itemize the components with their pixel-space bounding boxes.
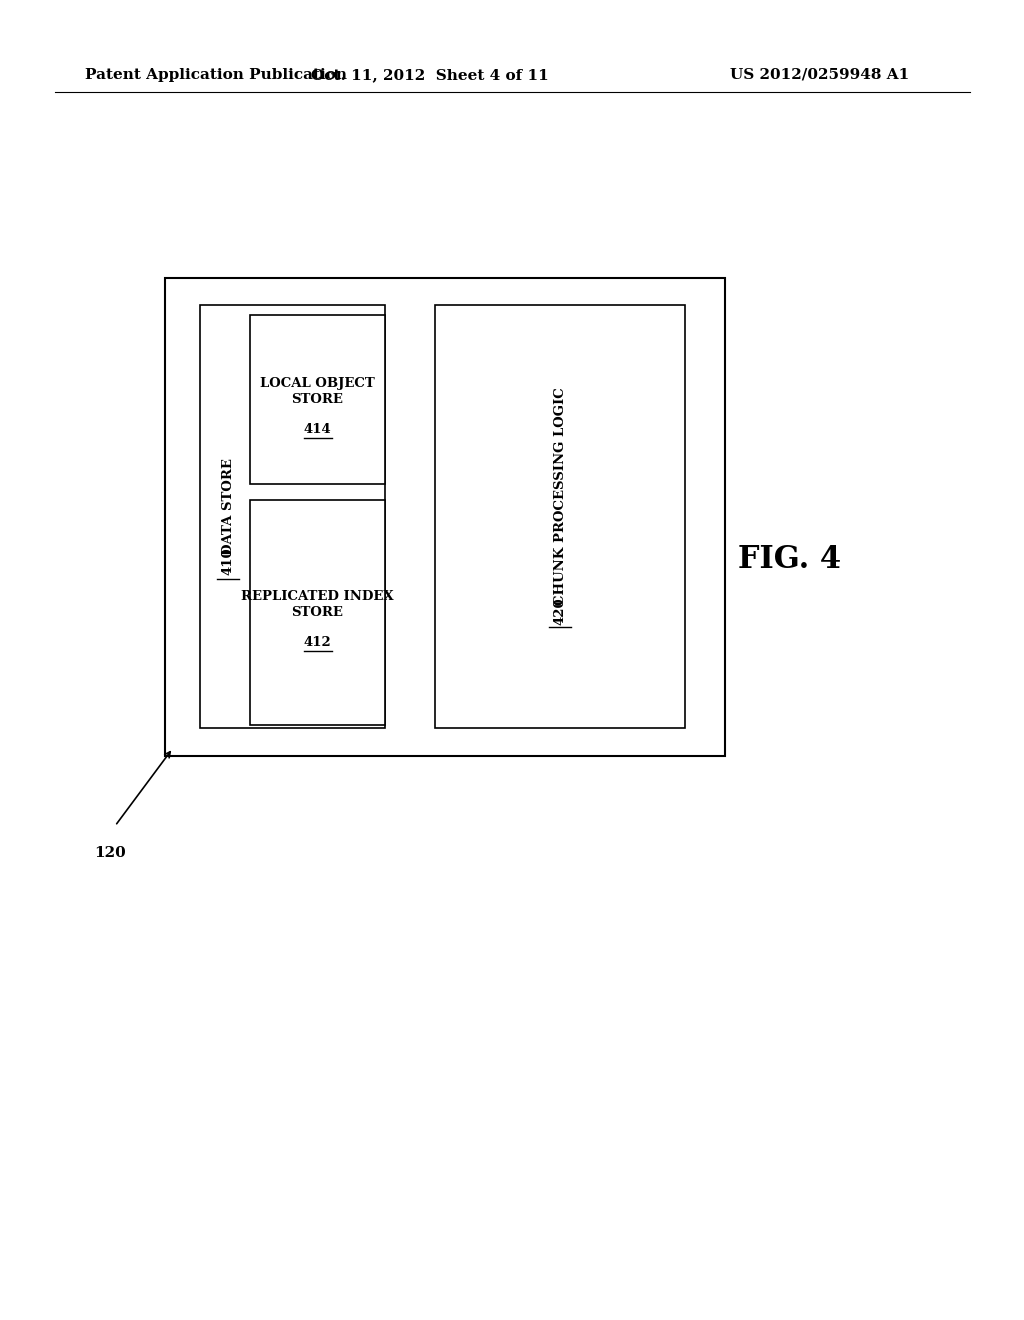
Text: Patent Application Publication: Patent Application Publication xyxy=(85,69,347,82)
Text: 414: 414 xyxy=(304,422,332,436)
Text: 120: 120 xyxy=(94,846,126,861)
Text: REPLICATED INDEX
STORE: REPLICATED INDEX STORE xyxy=(242,590,394,619)
Text: US 2012/0259948 A1: US 2012/0259948 A1 xyxy=(730,69,909,82)
Bar xyxy=(250,315,385,484)
Text: 410: 410 xyxy=(221,548,234,576)
Bar xyxy=(250,500,385,725)
Bar xyxy=(200,305,385,729)
Text: Oct. 11, 2012  Sheet 4 of 11: Oct. 11, 2012 Sheet 4 of 11 xyxy=(311,69,549,82)
Text: FIG. 4: FIG. 4 xyxy=(738,544,842,576)
Text: 420: 420 xyxy=(554,598,566,626)
Text: 412: 412 xyxy=(304,636,332,649)
Text: CHUNK PROCESSING LOGIC: CHUNK PROCESSING LOGIC xyxy=(554,388,566,606)
Text: LOCAL OBJECT
STORE: LOCAL OBJECT STORE xyxy=(260,378,375,407)
Text: DATA STORE: DATA STORE xyxy=(221,458,234,554)
Bar xyxy=(165,279,725,756)
Bar xyxy=(435,305,685,729)
